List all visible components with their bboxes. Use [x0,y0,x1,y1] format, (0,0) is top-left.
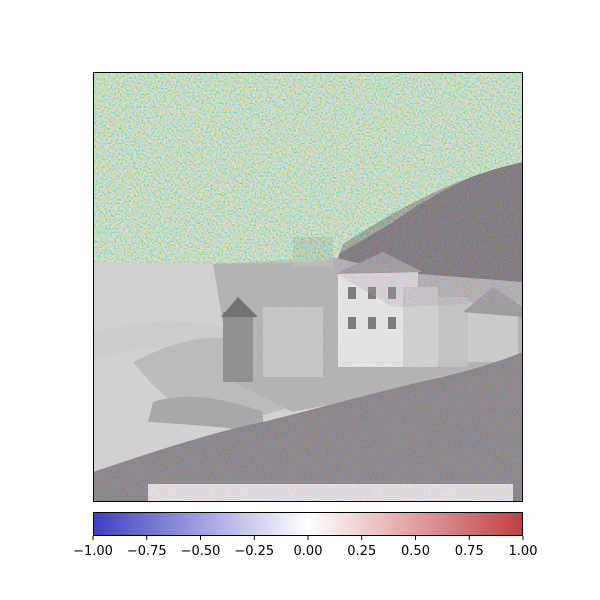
colorbar-tick-label: 0.25 [347,544,376,559]
colorbar-tick-label: −0.75 [127,544,167,559]
colorbar-tick-label: −1.00 [73,544,113,559]
attribution-overlay [93,72,523,502]
colorbar-tick-label: 0.00 [294,544,323,559]
heatmap-panel [93,72,523,502]
colorbar-tick-label: −0.50 [181,544,221,559]
heatmap-frame [93,72,523,502]
colorbar-bar [93,512,523,536]
colorbar-tick-label: 0.50 [401,544,430,559]
colorbar-tick-label: 0.75 [455,544,484,559]
colorbar-tick-label: 1.00 [509,544,538,559]
colorbar-ticks: −1.00 −0.75 −0.50 −0.25 0.00 0.25 0.50 0.75 1.00 [73,536,537,559]
colorbar-tick-label: −0.25 [234,544,274,559]
